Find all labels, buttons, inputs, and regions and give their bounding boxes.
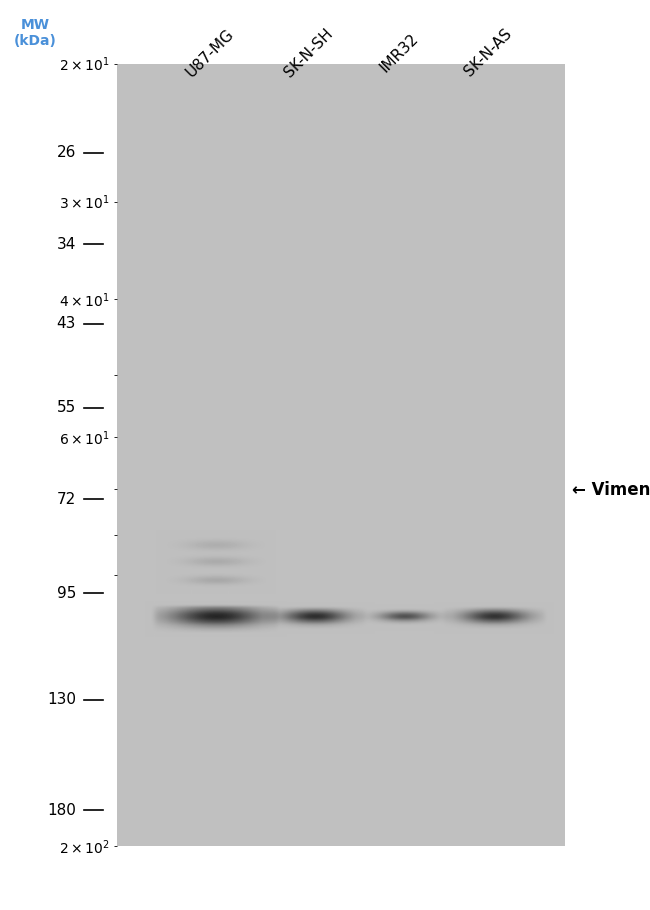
Text: 43: 43: [57, 317, 76, 331]
Text: SK-N-AS: SK-N-AS: [462, 26, 515, 79]
Text: SK-N-SH: SK-N-SH: [282, 25, 336, 80]
Text: 34: 34: [57, 237, 76, 251]
Text: 26: 26: [57, 146, 76, 160]
Text: MW
(kDa): MW (kDa): [14, 18, 57, 48]
Text: ← Vimentin: ← Vimentin: [572, 481, 650, 500]
Text: 55: 55: [57, 400, 76, 415]
Text: 72: 72: [57, 491, 76, 507]
Text: IMR32: IMR32: [376, 31, 421, 76]
Text: 130: 130: [47, 693, 76, 707]
Text: 95: 95: [57, 586, 76, 601]
Text: 180: 180: [47, 803, 76, 818]
Text: U87-MG: U87-MG: [183, 26, 237, 80]
